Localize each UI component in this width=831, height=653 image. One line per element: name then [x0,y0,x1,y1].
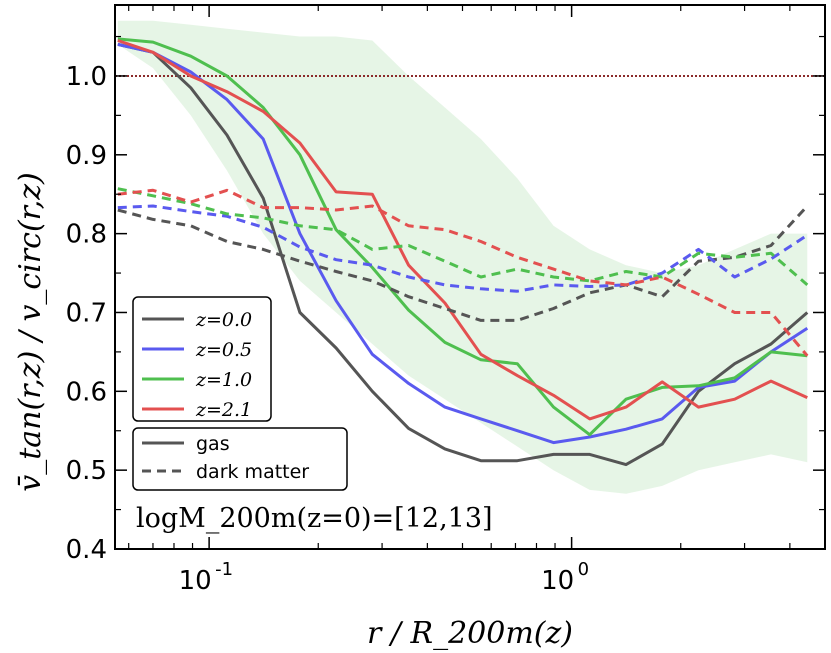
legend-label: z=2.1 [195,399,252,421]
x-tick-exponent: -1 [215,559,233,580]
legend-label: dark matter [196,461,309,483]
series-z-2-1-dark-matter [117,188,809,357]
tick-layer: 0.40.50.60.70.80.91.010 -1 10 0 [66,5,825,596]
legend-label: gas [196,433,230,455]
y-tick-label: 1.0 [66,62,107,92]
series-z-1-0-gas [117,37,808,437]
legend-linestyle: gas dark matter [132,427,348,491]
legend-redshift: z=0.0 z=0.5 z=1.0 z=2.1 [132,296,272,422]
series-layer [117,37,809,467]
band-layer [117,20,808,494]
series-z-0-0-gas [117,42,809,467]
y-tick-label: 0.7 [66,298,107,328]
y-tick-label: 0.6 [66,377,107,407]
y-tick-label: 0.4 [66,535,107,565]
y-tick-label: 0.5 [66,456,107,486]
legend-label: z=1.0 [195,369,252,391]
x-tick-label: 10 [179,566,212,596]
y-axis-title: v̄_tan(r,z) / v_circ(r,z) [13,172,48,491]
x-tick-label: 10 [541,566,574,596]
y-axis-label: v̄_tan(r,z) / v_circ(r,z) [13,172,48,491]
legend-label: z=0.5 [195,339,252,361]
series-z-0-5-gas [117,42,809,445]
x-axis-label: r / R_200m(z) [367,616,573,651]
series-z-2-1-gas [117,39,808,421]
series-z-1-0-dark-matter [117,187,809,287]
legend-label: z=0.0 [195,309,252,331]
y-tick-label: 0.9 [66,141,107,171]
series-z-0-0-dark-matter [117,204,809,322]
x-tick-exponent: 0 [578,559,589,580]
scatter-band [117,20,808,494]
y-tick-label: 0.8 [66,220,107,250]
mass-bin-annotation: logM_200m(z=0)=[12,13] [136,503,493,534]
plot-frame [114,4,826,550]
